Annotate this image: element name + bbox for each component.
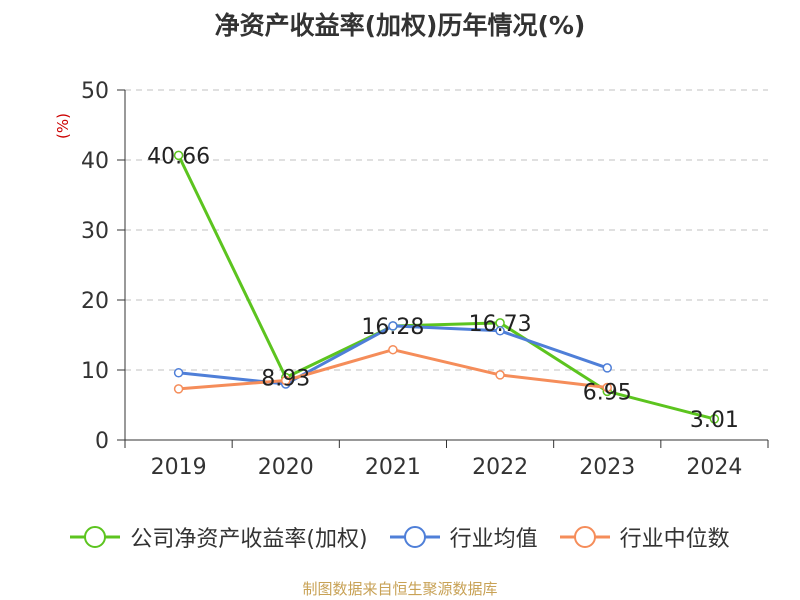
x-tick-label: 2024: [686, 455, 742, 480]
x-tick-label: 2023: [579, 455, 635, 480]
legend-label: 行业均值: [449, 527, 538, 552]
legend-marker-icon: [70, 526, 121, 548]
series-line-3: [178, 348, 608, 391]
legend-item-1[interactable]: 公司净资产收益率(加权): [70, 521, 368, 553]
data-point[interactable]: [495, 326, 505, 336]
x-tick-label: 2020: [258, 455, 314, 480]
data-point[interactable]: [388, 321, 398, 331]
chart-title: 净资产收益率(加权)历年情况(%): [214, 11, 586, 40]
data-label: 3.01: [690, 408, 739, 433]
series-line-1: [177, 154, 715, 421]
y-tick-label: 10: [81, 359, 109, 384]
series-lines: [173, 150, 720, 424]
legend-marker-icon: [559, 526, 610, 548]
legend: 公司净资产收益率(加权) 行业均值 行业中位数: [0, 520, 800, 554]
data-point[interactable]: [388, 344, 398, 355]
y-tick-label: 40: [81, 149, 109, 174]
x-tick-label: 2022: [472, 455, 528, 480]
axes: 0 10 20 30 40 50 2019 2020 2021 2022 2023 2024: [81, 79, 769, 480]
data-label: 8.93: [261, 366, 310, 391]
grid-lines: [125, 89, 768, 371]
data-point[interactable]: [495, 370, 505, 380]
data-labels: 40.66 8.93 16.28 16.73 6.95 3.01: [147, 144, 739, 433]
data-label: 6.95: [583, 380, 632, 405]
source-note: 制图数据来自恒生聚源数据库: [302, 580, 498, 598]
legend-label: 行业中位数: [619, 527, 730, 552]
data-label: 16.73: [469, 312, 532, 337]
legend-item-2[interactable]: 行业均值: [389, 521, 538, 553]
data-point[interactable]: [709, 414, 720, 424]
data-point[interactable]: [173, 368, 184, 378]
data-point[interactable]: [173, 150, 184, 161]
y-tick-label: 0: [95, 429, 109, 454]
data-label: 16.28: [361, 315, 424, 340]
legend-marker-icon: [389, 526, 440, 548]
data-point[interactable]: [173, 384, 184, 394]
y-tick-label: 20: [81, 289, 109, 314]
data-point[interactable]: [602, 382, 612, 393]
y-tick-label: 30: [81, 219, 109, 244]
data-point[interactable]: [281, 375, 291, 386]
data-label: 40.66: [147, 144, 210, 169]
legend-item-3[interactable]: 行业中位数: [559, 521, 730, 553]
x-tick-label: 2021: [365, 455, 421, 480]
data-point[interactable]: [602, 363, 612, 373]
y-tick-label: 50: [81, 79, 109, 104]
y-axis-unit-label: (%): [54, 113, 72, 139]
legend-label: 公司净资产收益率(加权): [130, 527, 368, 552]
x-tick-label: 2019: [151, 455, 207, 480]
